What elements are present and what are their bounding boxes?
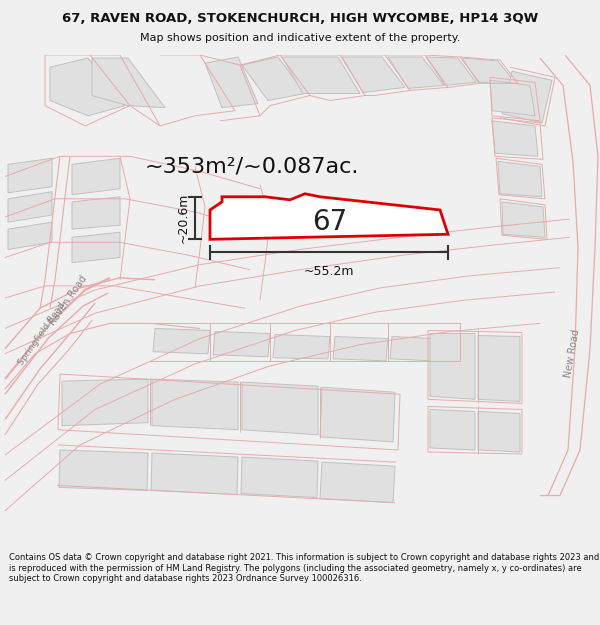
Polygon shape xyxy=(282,57,360,94)
Polygon shape xyxy=(242,57,305,101)
Text: Contains OS data © Crown copyright and database right 2021. This information is : Contains OS data © Crown copyright and d… xyxy=(9,554,599,583)
Polygon shape xyxy=(153,329,210,354)
Text: ~20.6m: ~20.6m xyxy=(177,193,190,243)
Polygon shape xyxy=(498,161,542,197)
Text: ~353m²/~0.087ac.: ~353m²/~0.087ac. xyxy=(145,156,359,176)
Polygon shape xyxy=(502,71,552,123)
Polygon shape xyxy=(333,336,388,361)
Polygon shape xyxy=(210,194,448,239)
Polygon shape xyxy=(436,339,470,361)
Polygon shape xyxy=(8,222,52,249)
Polygon shape xyxy=(478,411,520,452)
Polygon shape xyxy=(430,409,475,450)
Polygon shape xyxy=(205,57,258,108)
Polygon shape xyxy=(342,57,405,92)
Text: New Road: New Road xyxy=(563,329,581,379)
Polygon shape xyxy=(430,334,475,399)
Polygon shape xyxy=(72,158,120,195)
Polygon shape xyxy=(320,462,395,503)
Polygon shape xyxy=(490,81,535,116)
Polygon shape xyxy=(492,121,538,156)
Polygon shape xyxy=(62,379,148,426)
Text: Raven Road: Raven Road xyxy=(47,273,89,327)
Polygon shape xyxy=(390,336,435,361)
Text: Map shows position and indicative extent of the property.: Map shows position and indicative extent… xyxy=(140,33,460,43)
Polygon shape xyxy=(478,336,520,401)
Polygon shape xyxy=(8,192,52,222)
Polygon shape xyxy=(502,202,545,238)
Polygon shape xyxy=(388,57,444,88)
Polygon shape xyxy=(72,232,120,262)
Polygon shape xyxy=(241,457,318,498)
Polygon shape xyxy=(92,58,165,108)
Polygon shape xyxy=(8,158,52,192)
Polygon shape xyxy=(320,387,395,442)
Polygon shape xyxy=(462,58,515,82)
Text: Springfield Road: Springfield Road xyxy=(17,300,67,367)
Text: ~55.2m: ~55.2m xyxy=(304,264,354,278)
Polygon shape xyxy=(151,453,238,494)
Polygon shape xyxy=(242,382,318,435)
Polygon shape xyxy=(72,197,120,229)
Polygon shape xyxy=(273,334,330,359)
Polygon shape xyxy=(213,331,270,357)
Polygon shape xyxy=(50,58,125,116)
Polygon shape xyxy=(152,379,238,430)
Polygon shape xyxy=(59,450,148,491)
Text: 67: 67 xyxy=(313,208,347,236)
Text: 67, RAVEN ROAD, STOKENCHURCH, HIGH WYCOMBE, HP14 3QW: 67, RAVEN ROAD, STOKENCHURCH, HIGH WYCOM… xyxy=(62,12,538,25)
Polygon shape xyxy=(426,57,476,86)
